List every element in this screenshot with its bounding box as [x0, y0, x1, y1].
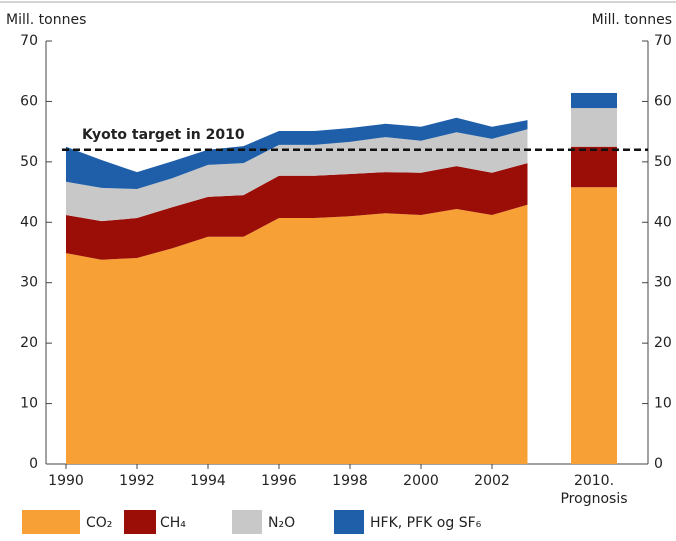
- legend-swatch: [232, 510, 262, 534]
- x-tick-label: 1990: [48, 473, 84, 489]
- y2-tick-label: 0: [654, 456, 663, 472]
- prognosis-bar-segment: [571, 187, 617, 465]
- target-label: Kyoto target in 2010: [82, 127, 245, 143]
- area: [66, 163, 528, 260]
- y-axis-label: Mill. tonnes: [6, 12, 86, 28]
- legend-label: CO₂: [86, 515, 112, 531]
- y-tick-label: 10: [20, 396, 38, 412]
- y-tick-label: 60: [20, 93, 38, 109]
- y2-tick-label: 60: [654, 93, 672, 109]
- legend-label: CH₄: [160, 515, 186, 531]
- x-tick-label: 2000: [403, 473, 439, 489]
- prognosis-label: 2010.: [574, 473, 614, 489]
- y2-tick-label: 20: [654, 335, 672, 351]
- y2-tick-label: 40: [654, 214, 672, 230]
- x-tick-label: 1994: [190, 473, 226, 489]
- y-tick-label: 0: [29, 456, 38, 472]
- y-tick-label: 30: [20, 275, 38, 291]
- x-tick-label: 1996: [261, 473, 297, 489]
- area: [66, 129, 528, 222]
- prognosis-label: Prognosis: [560, 491, 627, 507]
- y2-tick-label: 50: [654, 154, 672, 170]
- legend-swatch: [22, 510, 80, 534]
- legend-swatch: [334, 510, 364, 534]
- y-tick-label: 70: [20, 33, 38, 49]
- y-tick-label: 40: [20, 214, 38, 230]
- y2-tick-label: 70: [654, 33, 672, 49]
- area: [66, 117, 528, 190]
- area: [66, 204, 528, 465]
- x-tick-label: 1992: [119, 473, 155, 489]
- y2-tick-label: 30: [654, 275, 672, 291]
- legend-label: N₂O: [268, 515, 295, 531]
- y2-axis-label: Mill. tonnes: [592, 12, 672, 28]
- legend-label: HFK, PFK og SF₆: [370, 515, 482, 531]
- y-tick-label: 50: [20, 154, 38, 170]
- prognosis-bar-segment: [571, 146, 617, 188]
- x-tick-label: 1998: [332, 473, 368, 489]
- x-tick-label: 2002: [474, 473, 510, 489]
- prognosis-bar-segment: [571, 108, 617, 147]
- y-tick-label: 20: [20, 335, 38, 351]
- prognosis-bar-segment: [571, 92, 617, 109]
- y2-tick-label: 10: [654, 396, 672, 412]
- legend-swatch: [124, 510, 156, 534]
